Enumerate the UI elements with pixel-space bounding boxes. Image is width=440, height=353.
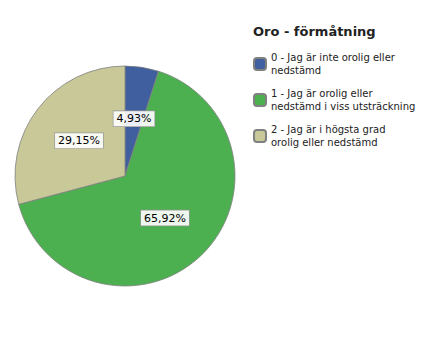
svg-text:nedstämd: nedstämd <box>271 65 321 76</box>
svg-text:Oro - förmåtning: Oro - förmåtning <box>253 24 376 39</box>
svg-text:0 - Jag är inte orolig eller: 0 - Jag är inte orolig eller <box>271 52 396 63</box>
svg-text:2 - Jag är i högsta grad: 2 - Jag är i högsta grad <box>271 124 385 135</box>
svg-text:orolig eller nedstämd: orolig eller nedstämd <box>271 137 378 148</box>
svg-text:29,15%: 29,15% <box>58 134 100 147</box>
svg-text:4,93%: 4,93% <box>116 112 151 125</box>
svg-text:1 - Jag är orolig eller: 1 - Jag är orolig eller <box>271 88 373 99</box>
svg-text:65,92%: 65,92% <box>144 212 186 225</box>
svg-text:nedstämd i viss utsträckning: nedstämd i viss utsträckning <box>271 101 415 112</box>
